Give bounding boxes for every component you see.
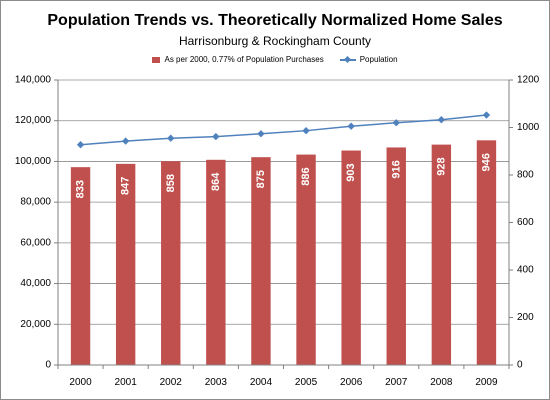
- left-axis-tick-label: 100,000: [15, 156, 52, 167]
- population-point: [347, 122, 355, 130]
- x-axis-tick-label: 2002: [160, 377, 183, 388]
- bar: [386, 147, 406, 365]
- population-point: [212, 132, 220, 141]
- left-axis-tick-label: 120,000: [15, 115, 52, 126]
- x-axis-tick-label: 2001: [115, 377, 138, 388]
- right-axis-tick-label: 800: [517, 170, 534, 181]
- bar-data-label: 916: [390, 160, 402, 178]
- bar-data-label: 864: [210, 172, 222, 191]
- x-axis-tick-label: 2006: [340, 377, 363, 388]
- legend-swatch-bars: [152, 56, 161, 63]
- bar: [341, 150, 361, 365]
- left-axis-tick-label: 0: [45, 360, 51, 371]
- bar-data-label: 886: [300, 167, 312, 185]
- population-point: [437, 116, 446, 124]
- legend-swatch-line: [339, 55, 356, 64]
- right-axis-tick-label: 1200: [517, 75, 540, 86]
- legend: As per 2000, 0.77% of Population Purchas…: [1, 55, 549, 64]
- bar: [161, 161, 181, 365]
- legend-item-bars: As per 2000, 0.77% of Population Purchas…: [152, 55, 324, 64]
- bar: [115, 163, 136, 365]
- bar-data-label: 875: [255, 170, 267, 188]
- population-point: [76, 141, 85, 149]
- left-axis-tick-label: 80,000: [20, 197, 51, 208]
- right-axis-tick-label: 0: [517, 360, 523, 371]
- x-axis-tick-label: 2000: [69, 377, 92, 388]
- bar: [431, 144, 452, 365]
- bar-data-label: 858: [165, 174, 177, 192]
- bar: [296, 154, 316, 365]
- chart-subtitle: Harrisonburg & Rockingham County: [178, 34, 372, 48]
- right-axis-tick-label: 400: [517, 265, 534, 276]
- bar: [476, 140, 497, 365]
- left-axis-tick-label: 140,000: [15, 75, 52, 86]
- left-axis-tick-label: 20,000: [20, 319, 51, 330]
- bar-data-label: 928: [435, 157, 447, 175]
- chart-title: Population Trends vs. Theoretically Norm…: [47, 12, 503, 29]
- x-axis-tick-label: 2007: [385, 377, 408, 388]
- legend-label-line: Population: [359, 55, 398, 64]
- right-axis-tick-label: 1000: [517, 122, 540, 133]
- x-axis-tick-label: 2009: [475, 377, 498, 388]
- bar-data-label: 833: [75, 180, 87, 198]
- bar: [251, 157, 271, 365]
- population-point: [121, 137, 130, 145]
- bar-data-label: 903: [345, 163, 357, 181]
- x-axis-tick-label: 2008: [430, 377, 453, 388]
- x-axis-tick-label: 2005: [295, 377, 318, 388]
- series-line-population: [80, 114, 487, 146]
- bar-data-label: 847: [120, 177, 132, 195]
- right-axis-tick-label: 600: [517, 217, 534, 228]
- population-point: [302, 127, 310, 135]
- right-axis-tick-label: 200: [517, 312, 534, 323]
- population-point: [257, 130, 265, 138]
- bar-data-label: 946: [480, 153, 492, 171]
- x-axis-tick-label: 2004: [250, 377, 273, 388]
- legend-label-bars: As per 2000, 0.77% of Population Purchas…: [164, 55, 324, 64]
- legend-item-line: Population: [339, 55, 398, 64]
- population-point: [167, 134, 175, 142]
- bar: [206, 159, 226, 365]
- left-axis-tick-label: 60,000: [20, 237, 51, 248]
- bar: [70, 167, 91, 365]
- population-point: [482, 111, 491, 119]
- x-axis-tick-label: 2003: [205, 377, 228, 388]
- population-point: [392, 119, 400, 127]
- left-axis-tick-label: 40,000: [20, 278, 51, 289]
